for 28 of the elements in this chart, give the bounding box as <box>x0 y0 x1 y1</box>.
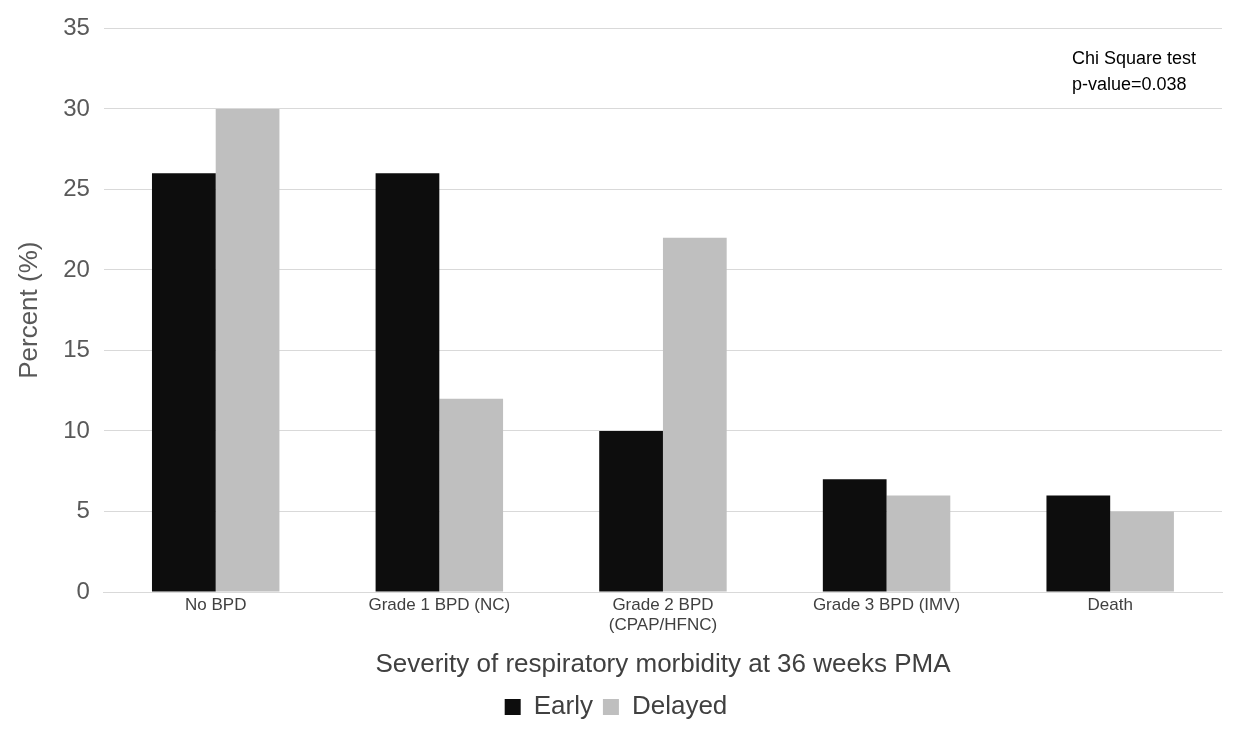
bar <box>439 398 504 592</box>
y-tick-label: 10 <box>63 415 90 443</box>
y-tick-label: 25 <box>63 174 90 202</box>
y-tick-label: 35 <box>63 13 90 41</box>
x-tick-label: Grade 3 BPD (IMV) <box>812 594 961 614</box>
y-axis-title: Percent (%) <box>12 241 43 379</box>
x-tick-label: Death <box>1087 594 1133 614</box>
y-tick-label: 15 <box>63 335 90 363</box>
annotation: Chi Square test p-value=0.038 <box>1072 48 1197 95</box>
x-axis-title: Severity of respiratory morbidity at 36 weeks PMA <box>375 647 952 678</box>
y-tick-label: 20 <box>63 254 90 282</box>
x-tick-label: Grade 2 BPD (CPAP/HFNC) <box>608 594 718 635</box>
legend-label: Delayed <box>631 690 728 721</box>
bar <box>662 237 727 592</box>
x-tick-label: Grade 1 BPD (NC) <box>368 594 511 614</box>
x-tick-label: No BPD <box>184 594 247 614</box>
bar <box>151 173 216 592</box>
bar <box>215 108 280 592</box>
bar <box>886 495 951 592</box>
bar <box>1046 495 1111 592</box>
y-tick-label: 5 <box>76 496 90 524</box>
bar <box>599 430 663 592</box>
legend-label: Early <box>533 690 593 721</box>
bar <box>822 479 887 592</box>
y-tick-label: 30 <box>63 93 90 121</box>
y-tick-label: 0 <box>76 576 90 604</box>
bar <box>375 173 440 592</box>
bar <box>1110 511 1174 592</box>
